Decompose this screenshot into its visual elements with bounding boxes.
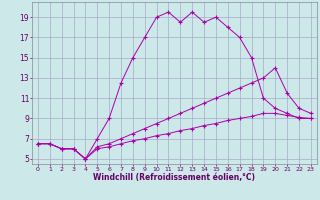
- X-axis label: Windchill (Refroidissement éolien,°C): Windchill (Refroidissement éolien,°C): [93, 173, 255, 182]
